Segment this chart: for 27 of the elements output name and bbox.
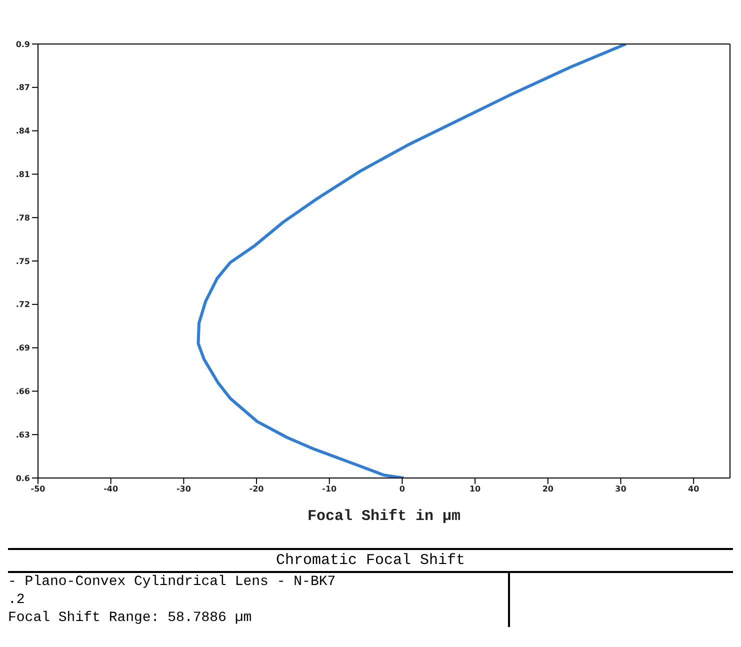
y-tick-label: .69: [16, 344, 30, 353]
text: Focal Shift Range: 58.7886 µm: [8, 609, 253, 627]
x-tick-label: -40: [104, 484, 118, 494]
y-tick-label: .75: [16, 256, 30, 266]
x-tick-label: 10: [469, 484, 482, 494]
x-tick-label: 0: [399, 484, 406, 494]
x-tick-label: 40: [688, 484, 700, 494]
line-series: [196, 44, 628, 478]
x-tick-label: -50: [30, 484, 46, 494]
x-axis-title: Focal Shift in µm: [307, 508, 461, 525]
y-tick-label: .84: [16, 126, 30, 136]
x-tick-label: -30: [176, 484, 192, 494]
y-tick-label: 0.6: [16, 474, 30, 483]
y-tick-label: .66: [16, 387, 30, 396]
text: .2: [8, 591, 26, 609]
y-tick-label: .72: [16, 300, 30, 310]
text: Chromatic Focal Shift: [8, 550, 733, 573]
y-tick-label: 0.9: [16, 40, 30, 49]
x-tick-label: 30: [615, 484, 627, 494]
x-tick-label: 20: [542, 484, 554, 494]
y-tick-label: .87: [16, 83, 30, 92]
x-tick-label: -10: [322, 484, 338, 494]
text: - Plano-Convex Cylindrical Lens - N-BK7: [8, 573, 337, 591]
y-tick-label: .63: [16, 430, 30, 440]
y-tick-label: .78: [16, 213, 30, 222]
x-tick-label: -20: [249, 484, 264, 494]
y-tick-label: .81: [16, 170, 30, 180]
